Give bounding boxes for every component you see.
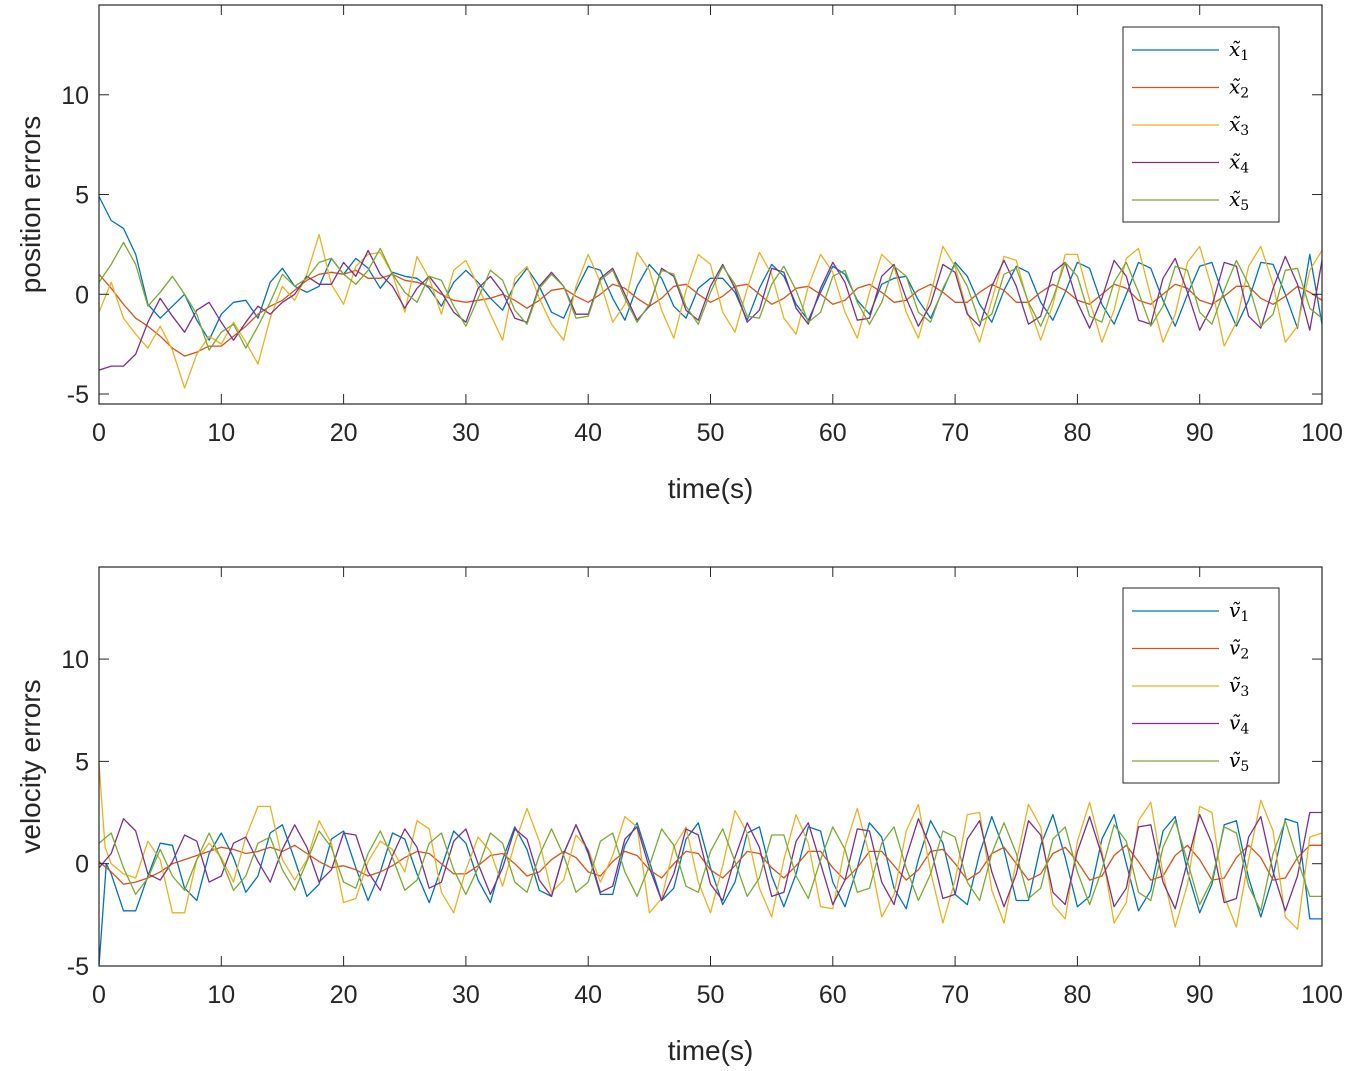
velocity-errors-chart: 0 10 20 30 40 50 60 70 80 90 100-50510time(s)veloc… [15, 566, 1343, 1066]
velocity-x-tick-label: 90 [1186, 981, 1214, 1009]
position-x-tick-label: 20 [330, 419, 358, 447]
position-x-tick-label: 100 [1301, 419, 1343, 447]
velocity-series-line-5 [99, 820, 1322, 912]
position-series-line-4 [99, 249, 1322, 371]
velocity-series-line-1 [99, 813, 1322, 966]
position-y-tick-label: 0 [75, 281, 89, 309]
position-x-tick-label: 30 [452, 419, 480, 447]
position-x-tick-label: 80 [1063, 419, 1091, 447]
velocity-x-tick-label: 70 [941, 981, 969, 1009]
velocity-x-tick-label: 0 [92, 981, 106, 1009]
velocity-x-tick-label: 20 [330, 981, 358, 1009]
position-x-tick-label: 0 [92, 419, 106, 447]
velocity-series-line-4 [99, 811, 1322, 912]
position-y-tick-label: 5 [75, 182, 89, 210]
position-legend: x̃1x̃2x̃3x̃4x̃5 [1122, 26, 1280, 223]
velocity-x-tick-label: 60 [819, 981, 847, 1009]
velocity-series-line-2 [99, 844, 1322, 885]
velocity-x-tick-label: 10 [207, 981, 235, 1009]
velocity-y-tick-label: 10 [61, 646, 89, 674]
position-y-tick-label: 10 [61, 82, 89, 110]
velocity-x-axis-label: time(s) [668, 1035, 754, 1066]
position-y-tick-label: -5 [67, 381, 89, 409]
position-y-axis-label: position errors [15, 116, 46, 293]
velocity-x-tick-label: 40 [574, 981, 602, 1009]
position-x-tick-label: 60 [819, 419, 847, 447]
position-x-tick-label: 90 [1186, 419, 1214, 447]
position-plot-area [99, 5, 1322, 404]
position-series-line-1 [99, 196, 1322, 341]
position-x-axis-label: time(s) [668, 473, 754, 504]
velocity-x-tick-label: 50 [697, 981, 725, 1009]
velocity-y-axis-label: velocity errors [15, 679, 46, 853]
position-x-tick-label: 50 [697, 419, 725, 447]
velocity-x-tick-label: 100 [1301, 981, 1343, 1009]
velocity-x-tick-label: 80 [1063, 981, 1091, 1009]
position-x-tick-label: 40 [574, 419, 602, 447]
position-errors-chart: 0 10 20 30 40 50 60 70 80 90 100-50510time(s)posit… [15, 4, 1343, 504]
position-x-tick-label: 70 [941, 419, 969, 447]
velocity-series-line-3 [99, 763, 1322, 930]
velocity-x-tick-label: 30 [452, 981, 480, 1009]
velocity-y-tick-label: -5 [67, 953, 89, 981]
position-series-line-5 [99, 241, 1322, 351]
velocity-y-tick-label: 5 [75, 748, 89, 776]
velocity-y-tick-label: 0 [75, 851, 89, 879]
position-x-tick-label: 10 [207, 419, 235, 447]
